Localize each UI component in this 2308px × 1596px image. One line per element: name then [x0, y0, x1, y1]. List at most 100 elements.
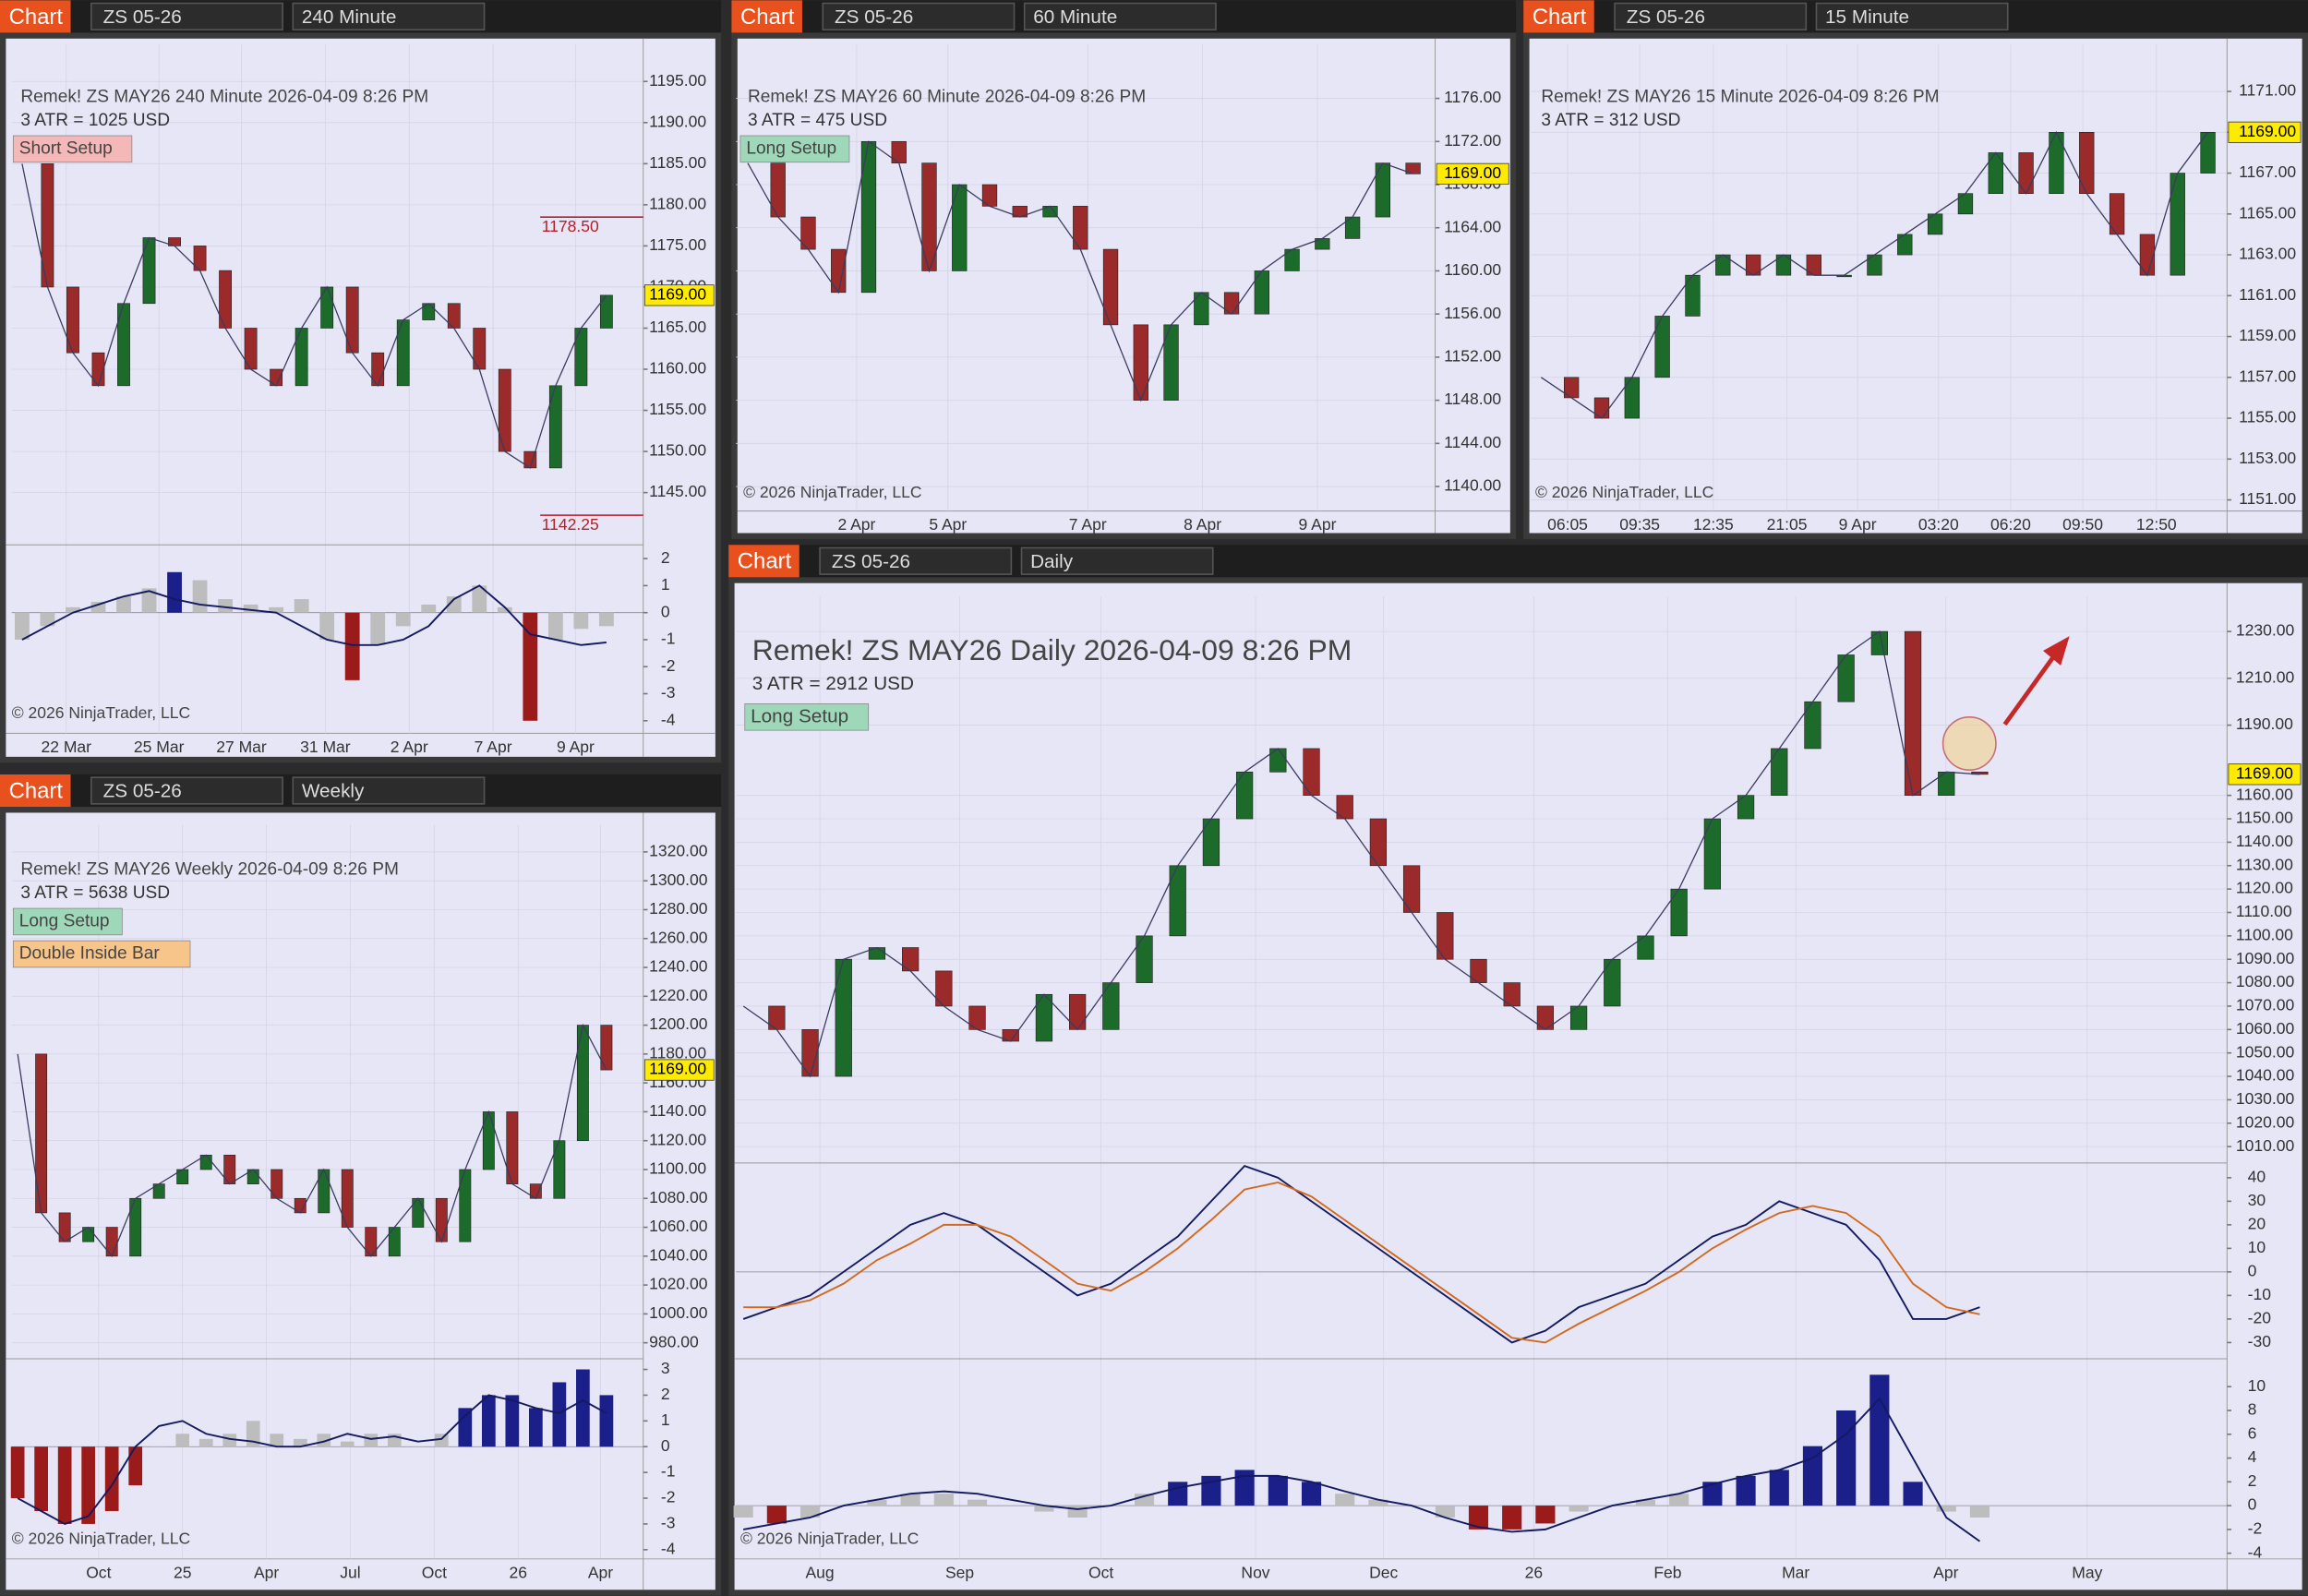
- instrument[interactable]: ZS 05-26: [1627, 6, 1705, 28]
- y-tick-label: 1090.00: [2236, 949, 2295, 967]
- x-tick-label: 2 Apr: [837, 515, 875, 534]
- histogram-bar: [344, 612, 360, 680]
- interval-select[interactable]: [292, 776, 486, 805]
- histogram-bar: [799, 1506, 821, 1518]
- x-tick-label: Jul: [340, 1563, 360, 1581]
- histogram-bar: [167, 571, 182, 613]
- instrument[interactable]: ZS 05-26: [832, 551, 910, 572]
- x-tick-label: 26: [1525, 1563, 1543, 1581]
- x-tick-label: 09:35: [1619, 515, 1660, 534]
- instrument-select[interactable]: [1614, 2, 1808, 31]
- last-price-label: 1169.00: [2239, 122, 2296, 140]
- y-tick-label: 1320.00: [649, 842, 708, 860]
- x-tick-label: 2 Apr: [391, 738, 428, 756]
- histogram-bar: [270, 1434, 284, 1447]
- copyright: © 2026 NinjaTrader, LLC: [743, 483, 921, 501]
- histogram-bar: [1535, 1506, 1556, 1524]
- y-tick-label: 1161.00: [2239, 285, 2296, 304]
- histogram-bar: [576, 1369, 590, 1447]
- indicator-tick-label: -20: [2248, 1309, 2272, 1327]
- chart-tab-label[interactable]: Chart: [738, 549, 792, 574]
- chart-tab-label[interactable]: Chart: [740, 5, 795, 30]
- interval-select[interactable]: [1020, 546, 1214, 575]
- chart-tab-label[interactable]: Chart: [1533, 5, 1587, 30]
- last-price-box: [643, 1059, 715, 1081]
- histogram-bar: [57, 1446, 72, 1524]
- histogram-bar: [434, 1434, 449, 1447]
- indicator-tick-label: -10: [2248, 1285, 2272, 1303]
- y-tick-label: 980.00: [649, 1332, 699, 1350]
- histogram-bar: [599, 1395, 614, 1447]
- setup-label: Short Setup: [19, 138, 113, 158]
- y-tick-label: 1010.00: [2236, 1136, 2295, 1155]
- y-tick-label: 1159.00: [2239, 326, 2296, 344]
- chart-tab[interactable]: [0, 774, 71, 808]
- setup-badge: [744, 703, 870, 731]
- chart-tab-label[interactable]: Chart: [9, 778, 64, 803]
- y-tick-label: 1050.00: [2236, 1042, 2295, 1061]
- histogram-bar: [1468, 1506, 1489, 1530]
- histogram-bar: [1301, 1482, 1322, 1506]
- interval[interactable]: 240 Minute: [302, 6, 397, 28]
- chart-tab[interactable]: [728, 545, 799, 578]
- indicator-tick-label: -4: [661, 710, 676, 728]
- indicator-tick-label: -2: [661, 656, 676, 675]
- y-tick-label: 1240.00: [649, 957, 708, 976]
- y-tick-label: 1020.00: [649, 1275, 708, 1293]
- histogram-bar: [10, 1446, 25, 1499]
- interval-select[interactable]: [1815, 2, 2009, 31]
- instrument-select[interactable]: [90, 2, 283, 31]
- y-tick-label: 1145.00: [649, 482, 706, 500]
- last-price-box: [1436, 162, 1509, 185]
- instrument-select[interactable]: [822, 2, 1016, 31]
- indicator-tick-label: 20: [2248, 1214, 2266, 1232]
- x-tick-label: 5 Apr: [929, 515, 967, 534]
- chart-tab[interactable]: [1523, 0, 1594, 33]
- interval[interactable]: Weekly: [302, 781, 365, 802]
- y-tick-label: 1175.00: [649, 235, 706, 254]
- x-tick-label: 25 Mar: [134, 738, 185, 756]
- y-tick-label: 1195.00: [649, 71, 706, 90]
- instrument[interactable]: ZS 05-26: [835, 6, 913, 28]
- interval-select[interactable]: [292, 2, 486, 31]
- histogram-bar: [547, 612, 563, 640]
- indicator-tick-label: 10: [2248, 1238, 2266, 1256]
- interval[interactable]: 15 Minute: [1825, 6, 1909, 28]
- instrument[interactable]: ZS 05-26: [103, 781, 182, 802]
- histogram-bar: [1969, 1506, 1990, 1518]
- x-tick-label: 09:50: [2062, 515, 2103, 534]
- chart-tab[interactable]: [731, 0, 802, 33]
- y-tick-label: 1167.00: [2239, 162, 2296, 181]
- y-tick-label: 1100.00: [649, 1159, 706, 1178]
- y-tick-label: 1190.00: [2236, 714, 2293, 733]
- histogram-bar: [198, 1438, 213, 1447]
- instrument-select[interactable]: [90, 776, 283, 805]
- interval[interactable]: Daily: [1030, 551, 1074, 572]
- histogram-bar: [90, 601, 106, 613]
- candle: [1169, 865, 1186, 937]
- plot-area: [734, 582, 2302, 1590]
- histogram-bar: [933, 1494, 954, 1506]
- instrument[interactable]: ZS 05-26: [103, 6, 182, 28]
- histogram-bar: [1368, 1499, 1388, 1506]
- interval-select[interactable]: [1023, 2, 1217, 31]
- atr-label: 3 ATR = 2912 USD: [752, 673, 914, 694]
- atr-label: 3 ATR = 1025 USD: [20, 111, 170, 130]
- histogram-bar: [1168, 1482, 1188, 1506]
- chart-tab[interactable]: [0, 0, 71, 33]
- indicator-tick-label: -2: [2248, 1519, 2263, 1538]
- y-tick-label: 1000.00: [649, 1303, 708, 1322]
- last-price-box: [2228, 121, 2302, 143]
- setup-badge: [739, 135, 850, 163]
- y-tick-label: 1160.00: [649, 359, 706, 378]
- histogram-bar: [1268, 1475, 1288, 1506]
- price-line: [17, 1023, 607, 1258]
- copyright: © 2026 NinjaTrader, LLC: [12, 1530, 190, 1548]
- chart-tab-label[interactable]: Chart: [9, 5, 64, 30]
- histogram-bar: [269, 606, 284, 613]
- instrument-select[interactable]: [819, 546, 1013, 575]
- histogram-bar: [598, 612, 614, 627]
- y-tick-label: 1130.00: [2236, 855, 2293, 873]
- interval[interactable]: 60 Minute: [1033, 6, 1117, 28]
- y-tick-label: 1180.00: [649, 1043, 706, 1062]
